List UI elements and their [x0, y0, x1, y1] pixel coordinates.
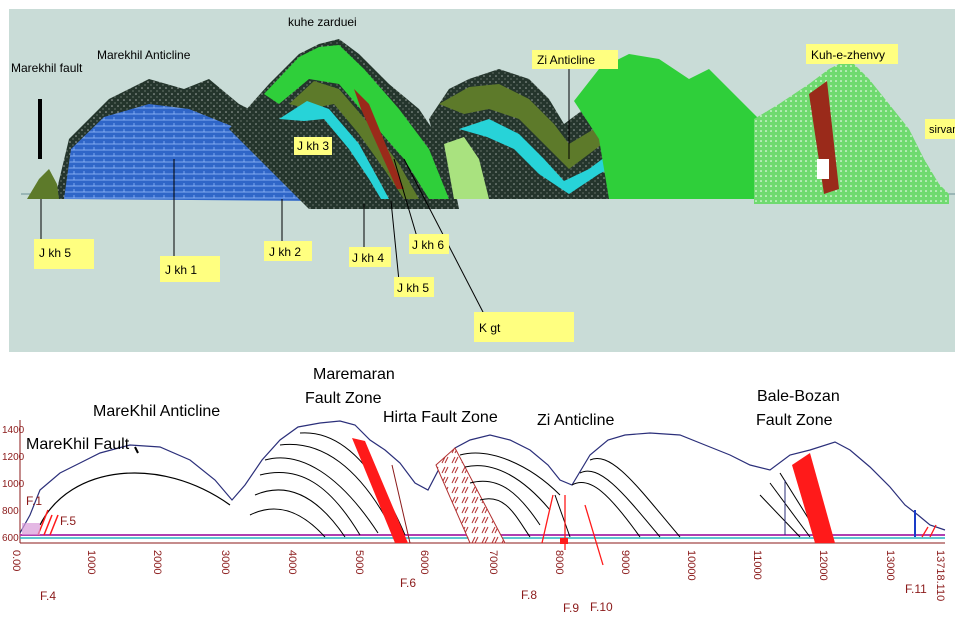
jkh5-left-outcrop: [27, 169, 59, 199]
kuh-e-zhenvy-fault-red: [809, 81, 839, 194]
kuhe-zarduei-olive-unit: [289, 81, 419, 199]
jkh5-left-box: [34, 239, 94, 269]
jkh4-label: J kh 4: [352, 251, 384, 265]
zi-anticline-beds: [554, 458, 681, 538]
sirvan-fault-label: sirvan fau: [929, 124, 955, 136]
fault-labels: F.1 F.4 F.5 F.6 F.8 F.9 F.10 F.11: [26, 494, 927, 615]
kuhe-zarduei-label: kuhe zarduei: [288, 15, 357, 29]
jkh1-box: [160, 256, 220, 282]
kgt-box: [474, 312, 574, 342]
maremaran-label-line2: Fault Zone: [305, 390, 382, 407]
kuh-e-zhenvy-unit: [754, 59, 949, 204]
y-tick-1200: 1200: [2, 452, 25, 463]
jkh6-box: [409, 234, 449, 254]
x-tick-0: 0.00: [10, 550, 22, 571]
x-tick-labels: 0.00 1000 2000 3000 4000 5000 6000 7000 …: [10, 550, 946, 601]
hirta-fault-zone-label: Hirta Fault Zone: [383, 409, 498, 426]
bale-bozan-label-line2: Fault Zone: [756, 412, 833, 429]
fault-f4-label: F.4: [40, 589, 56, 603]
x-tick-10000: 10000: [685, 550, 697, 581]
zi-anticline-label-box: [532, 50, 618, 69]
zi-fault-marker: [560, 538, 568, 544]
marekhil-fault-zone-fill: [22, 523, 40, 535]
jkh6-label: J kh 6: [412, 238, 444, 252]
x-tick-6000: 6000: [418, 550, 430, 574]
central-green-massif: [574, 54, 779, 199]
maremaran-fault-zone-red: [352, 438, 408, 543]
zi-anticline-label: Zi Anticline: [537, 53, 595, 67]
fault-f9-label: F.9: [563, 601, 579, 615]
y-tick-1000: 1000: [2, 479, 25, 490]
fault-f8-label: F.8: [521, 588, 537, 602]
x-tick-9000: 9000: [619, 550, 631, 574]
x-tick-2000: 2000: [151, 550, 163, 574]
fault-f1-label: F.1: [26, 494, 42, 508]
fault-f11-label: F.11: [905, 582, 927, 596]
x-tick-1000: 1000: [85, 550, 97, 574]
kuh-e-zhenvy-white-block: [817, 159, 829, 179]
kgt-label: K gt: [479, 321, 501, 335]
kuhe-zarduei-cyan-layer: [279, 101, 389, 199]
y-tick-600: 600: [2, 533, 19, 544]
marekhil-anticline-blue-unit: [64, 104, 327, 201]
y-tick-800: 800: [2, 506, 19, 517]
x-tick-7000: 7000: [487, 550, 499, 574]
fault-f6-label: F.6: [400, 576, 416, 590]
bale-bozan-label-line1: Bale-Bozan: [757, 388, 840, 405]
feature-labels: MareKhil Anticline MareKhil Fault Marema…: [26, 366, 840, 453]
jkh5-left-label: J kh 5: [39, 246, 71, 260]
y-tick-labels: 1400 1200 1000 800 600: [2, 425, 25, 544]
x-tick-13718: 13718.110: [934, 550, 946, 601]
marekhil-anticline-label: MareKhil Anticline: [93, 403, 220, 420]
x-tick-3000: 3000: [219, 550, 231, 574]
sirvan-fault-label-box: [925, 119, 955, 139]
marekhil-crest-mark: [134, 446, 139, 454]
jkh5-mid-label: J kh 5: [397, 281, 429, 295]
marekhil-fault-label: MareKhil Fault: [26, 436, 130, 453]
hirta-fault-zone-hatch: [435, 447, 506, 544]
x-tick-8000: 8000: [553, 550, 565, 574]
zi-area-olive-unit: [439, 84, 634, 169]
jkh5-mid-box: [394, 277, 434, 297]
x-tick-13000: 13000: [884, 550, 896, 581]
right-fault-lines: [921, 524, 937, 538]
y-tick-1400: 1400: [2, 425, 25, 436]
zi-anticline-label: Zi Anticline: [537, 412, 614, 429]
kuh-e-zhenvy-label: Kuh-e-zhenvy: [811, 48, 885, 62]
zi-fault-lines: [541, 494, 604, 566]
maremaran-label-line1: Maremaran: [313, 366, 395, 383]
kuhe-zarduei-fault-red: [354, 89, 404, 189]
marekhil-anticline-label: Marekhil Anticline: [97, 48, 191, 62]
leader-lines: [40, 69, 570, 315]
x-tick-4000: 4000: [286, 550, 298, 574]
x-tick-11000: 11000: [751, 550, 763, 580]
jkh4-box: [349, 247, 391, 267]
hirta-fold-beds: [459, 452, 561, 538]
marekhil-fault-label: Marekhil fault: [11, 61, 83, 75]
jkh1-label: J kh 1: [165, 263, 197, 277]
zi-area-cyan-layer: [459, 119, 629, 194]
topographic-profile: [19, 420, 946, 534]
top-geologic-cross-section: Marekhil fault Marekhil Anticline kuhe z…: [9, 9, 955, 352]
kuh-e-zhenvy-label-box: [806, 44, 898, 64]
fault-f6-line: [391, 464, 411, 544]
marekhil-fold-line: [39, 472, 231, 526]
x-tick-12000: 12000: [817, 550, 829, 581]
bottom-structural-cross-section: 1400 1200 1000 800 600 0.00 1000 2000 30…: [0, 355, 955, 630]
bale-bozan-fault-zone-red: [792, 453, 835, 543]
fault-f5-label: F.5: [60, 514, 76, 528]
jkh3-box: [294, 137, 332, 155]
jkh3-label: J kh 3: [297, 139, 329, 153]
x-tick-5000: 5000: [353, 550, 365, 574]
zi-area-light-unit: [444, 137, 489, 199]
fault-f10-label: F.10: [590, 600, 613, 614]
jkh2-box: [264, 241, 312, 261]
kuhe-zarduei-green-unit: [264, 45, 449, 199]
jkh2-label: J kh 2: [269, 245, 301, 259]
